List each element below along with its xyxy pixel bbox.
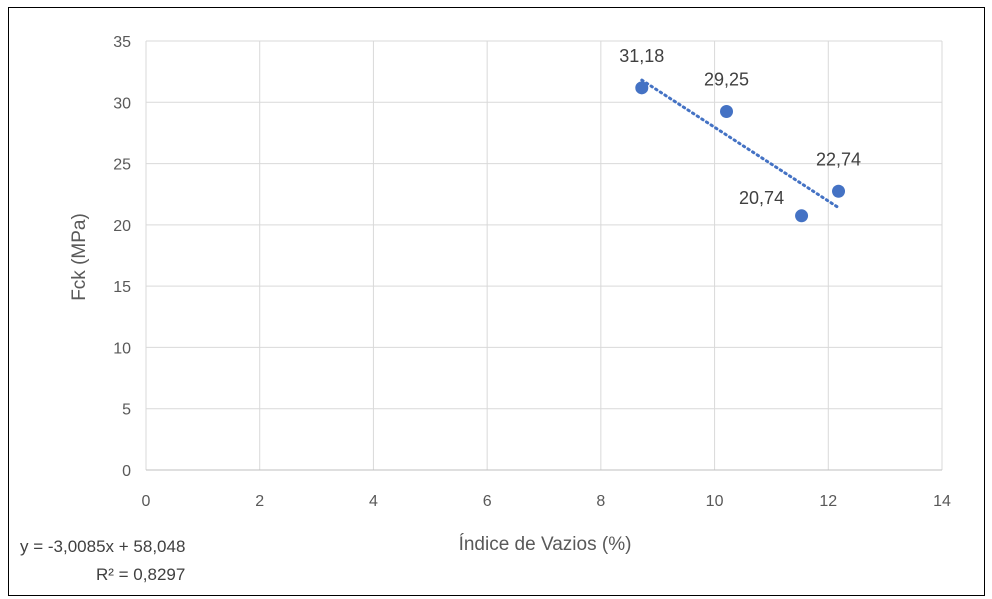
trendline-equation: y = -3,0085x + 58,048 (20, 537, 185, 556)
x-tick-label: 10 (706, 493, 724, 510)
y-tick-label: 10 (113, 340, 131, 357)
y-tick-label: 5 (122, 402, 131, 419)
x-tick-label: 14 (933, 493, 951, 510)
trendline-r-squared: R² = 0,8297 (96, 565, 185, 584)
x-tick-label: 8 (596, 493, 605, 510)
x-tick-label: 6 (483, 493, 492, 510)
data-labels: 31,18 29,25 20,74 22,74 (619, 46, 861, 208)
trendline (640, 78, 841, 210)
x-tick-labels: 0 2 4 6 8 10 12 14 (142, 493, 951, 510)
x-axis-title: Índice de Vazios (%) (459, 534, 632, 555)
y-tick-label: 25 (113, 157, 131, 174)
data-label: 31,18 (619, 46, 664, 66)
data-point (720, 104, 734, 118)
gridlines (145, 40, 943, 471)
data-points (635, 81, 846, 223)
trendline-group (640, 78, 841, 210)
data-point (635, 81, 649, 95)
chart-frame (8, 7, 985, 596)
x-tick-label: 12 (819, 493, 837, 510)
y-axis-title: Fck (MPa) (69, 213, 90, 301)
x-tick-label: 2 (255, 493, 264, 510)
data-label: 20,74 (739, 188, 784, 208)
data-label: 22,74 (816, 149, 861, 169)
y-tick-label: 0 (122, 463, 131, 480)
data-point (832, 184, 846, 198)
x-tick-label: 4 (369, 493, 378, 510)
y-tick-label: 30 (113, 95, 131, 112)
data-label: 29,25 (704, 69, 749, 89)
y-tick-label: 20 (113, 218, 131, 235)
y-tick-labels: 0 5 10 15 20 25 30 35 (113, 34, 131, 480)
data-point (795, 209, 809, 223)
y-tick-label: 15 (113, 279, 131, 296)
y-tick-label: 35 (113, 34, 131, 51)
x-tick-label: 0 (142, 493, 151, 510)
